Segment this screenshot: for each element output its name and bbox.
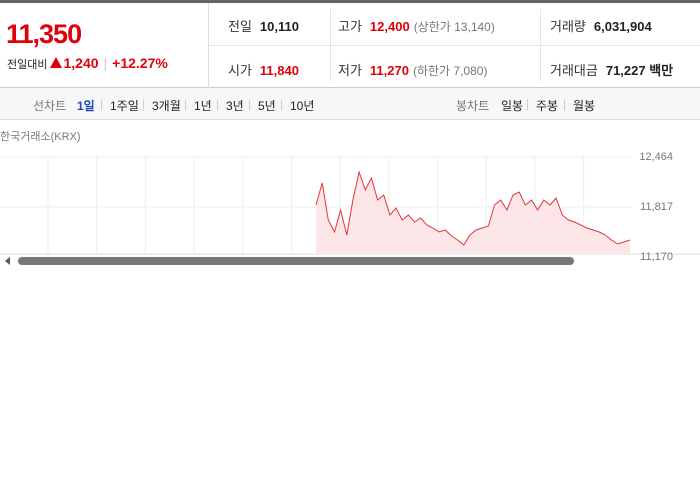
separator: | (184, 97, 188, 111)
change-amount: 1,240 (63, 55, 99, 71)
stat-label: 시가 (228, 63, 252, 78)
separator: | (248, 97, 252, 111)
period-tab[interactable]: 5년 (258, 99, 276, 113)
chart-toolbar: 선차트 봉차트 1일 1주일 | 3개월 | 1년 | 3년 | 5년 | 10년 | 일봉 주봉 | 월봉 | (0, 88, 700, 120)
separator: | (280, 97, 284, 111)
stat-label: 거래량 (550, 19, 586, 34)
col-divider (330, 9, 331, 81)
period-tab[interactable]: 1일 (77, 99, 95, 113)
stat: 시가 11,840 (228, 60, 299, 79)
stat-value: 11,840 (259, 63, 299, 78)
price-area (316, 172, 630, 253)
col-divider (540, 9, 541, 81)
stat-label: 전일 (228, 19, 252, 34)
period-tab[interactable]: 1주일 (110, 99, 139, 113)
stat: 고가 12,400 (상한가 13,140) (338, 16, 495, 35)
scroll-thumb[interactable] (18, 257, 574, 265)
source-label: 한국거래소(KRX) (0, 130, 81, 143)
stat-value: 12,400 (369, 19, 410, 34)
separator: | (563, 97, 567, 111)
period-tab[interactable]: 3개월 (152, 99, 181, 113)
stat-value: 6,031,904 (593, 19, 652, 34)
up-arrow (50, 57, 63, 68)
period-tab[interactable]: 3년 (226, 99, 244, 113)
candle-tab[interactable]: 주봉 (536, 99, 559, 113)
stat-note: (하한가 7,080) (412, 64, 488, 78)
quote-header: 11,350 전일대비 1,240 | +12.27% 전일 10,110 고가 12,4… (0, 0, 700, 88)
plot (0, 156, 632, 253)
stat: 거래량 6,031,904 (550, 16, 652, 35)
y-tick-label: 11,817 (640, 201, 673, 213)
stat: 저가 11,270 (하한가 7,080) (338, 60, 487, 79)
candle-tab[interactable]: 월봉 (573, 99, 596, 113)
stat: 거래대금 71,227 백만 (550, 60, 673, 79)
stat-note: (상한가 13,140) (413, 20, 495, 34)
stat-label: 고가 (338, 19, 362, 34)
stat-label: 거래대금 (550, 63, 598, 78)
separator: | (142, 97, 146, 111)
stat-value: 11,270 (369, 63, 409, 78)
separator: | (103, 55, 108, 71)
stat-label: 저가 (338, 63, 362, 78)
chart: 한국거래소(KRX) 12,464 11,817 11,170 (0, 130, 700, 265)
period-tab[interactable]: 1년 (194, 99, 212, 113)
current-price: 11,350 (6, 19, 82, 49)
stat-value: 71,227 백만 (605, 63, 674, 78)
stat: 전일 10,110 (228, 16, 299, 35)
separator: | (526, 97, 530, 111)
y-tick-label: 12,464 (639, 151, 673, 163)
quote-block: 11,350 전일대비 1,240 | +12.27% (0, 3, 209, 88)
candle-chart-label: 봉차트 (456, 99, 490, 113)
price-line (315, 170, 631, 246)
y-tick-label: 11,170 (640, 251, 673, 263)
stat-value: 10,110 (259, 19, 299, 34)
line-chart-label: 선차트 (33, 99, 67, 113)
candle-tab[interactable]: 일봉 (501, 99, 524, 113)
separator: | (100, 97, 104, 111)
row-divider (209, 45, 700, 46)
separator: | (216, 97, 220, 111)
change-line: 전일대비 1,240 | +12.27% (7, 55, 168, 72)
period-tab[interactable]: 10년 (290, 99, 315, 113)
scroll-left[interactable] (5, 257, 10, 265)
change-label: 전일대비 (7, 59, 48, 71)
change-rate: +12.27% (112, 55, 168, 71)
